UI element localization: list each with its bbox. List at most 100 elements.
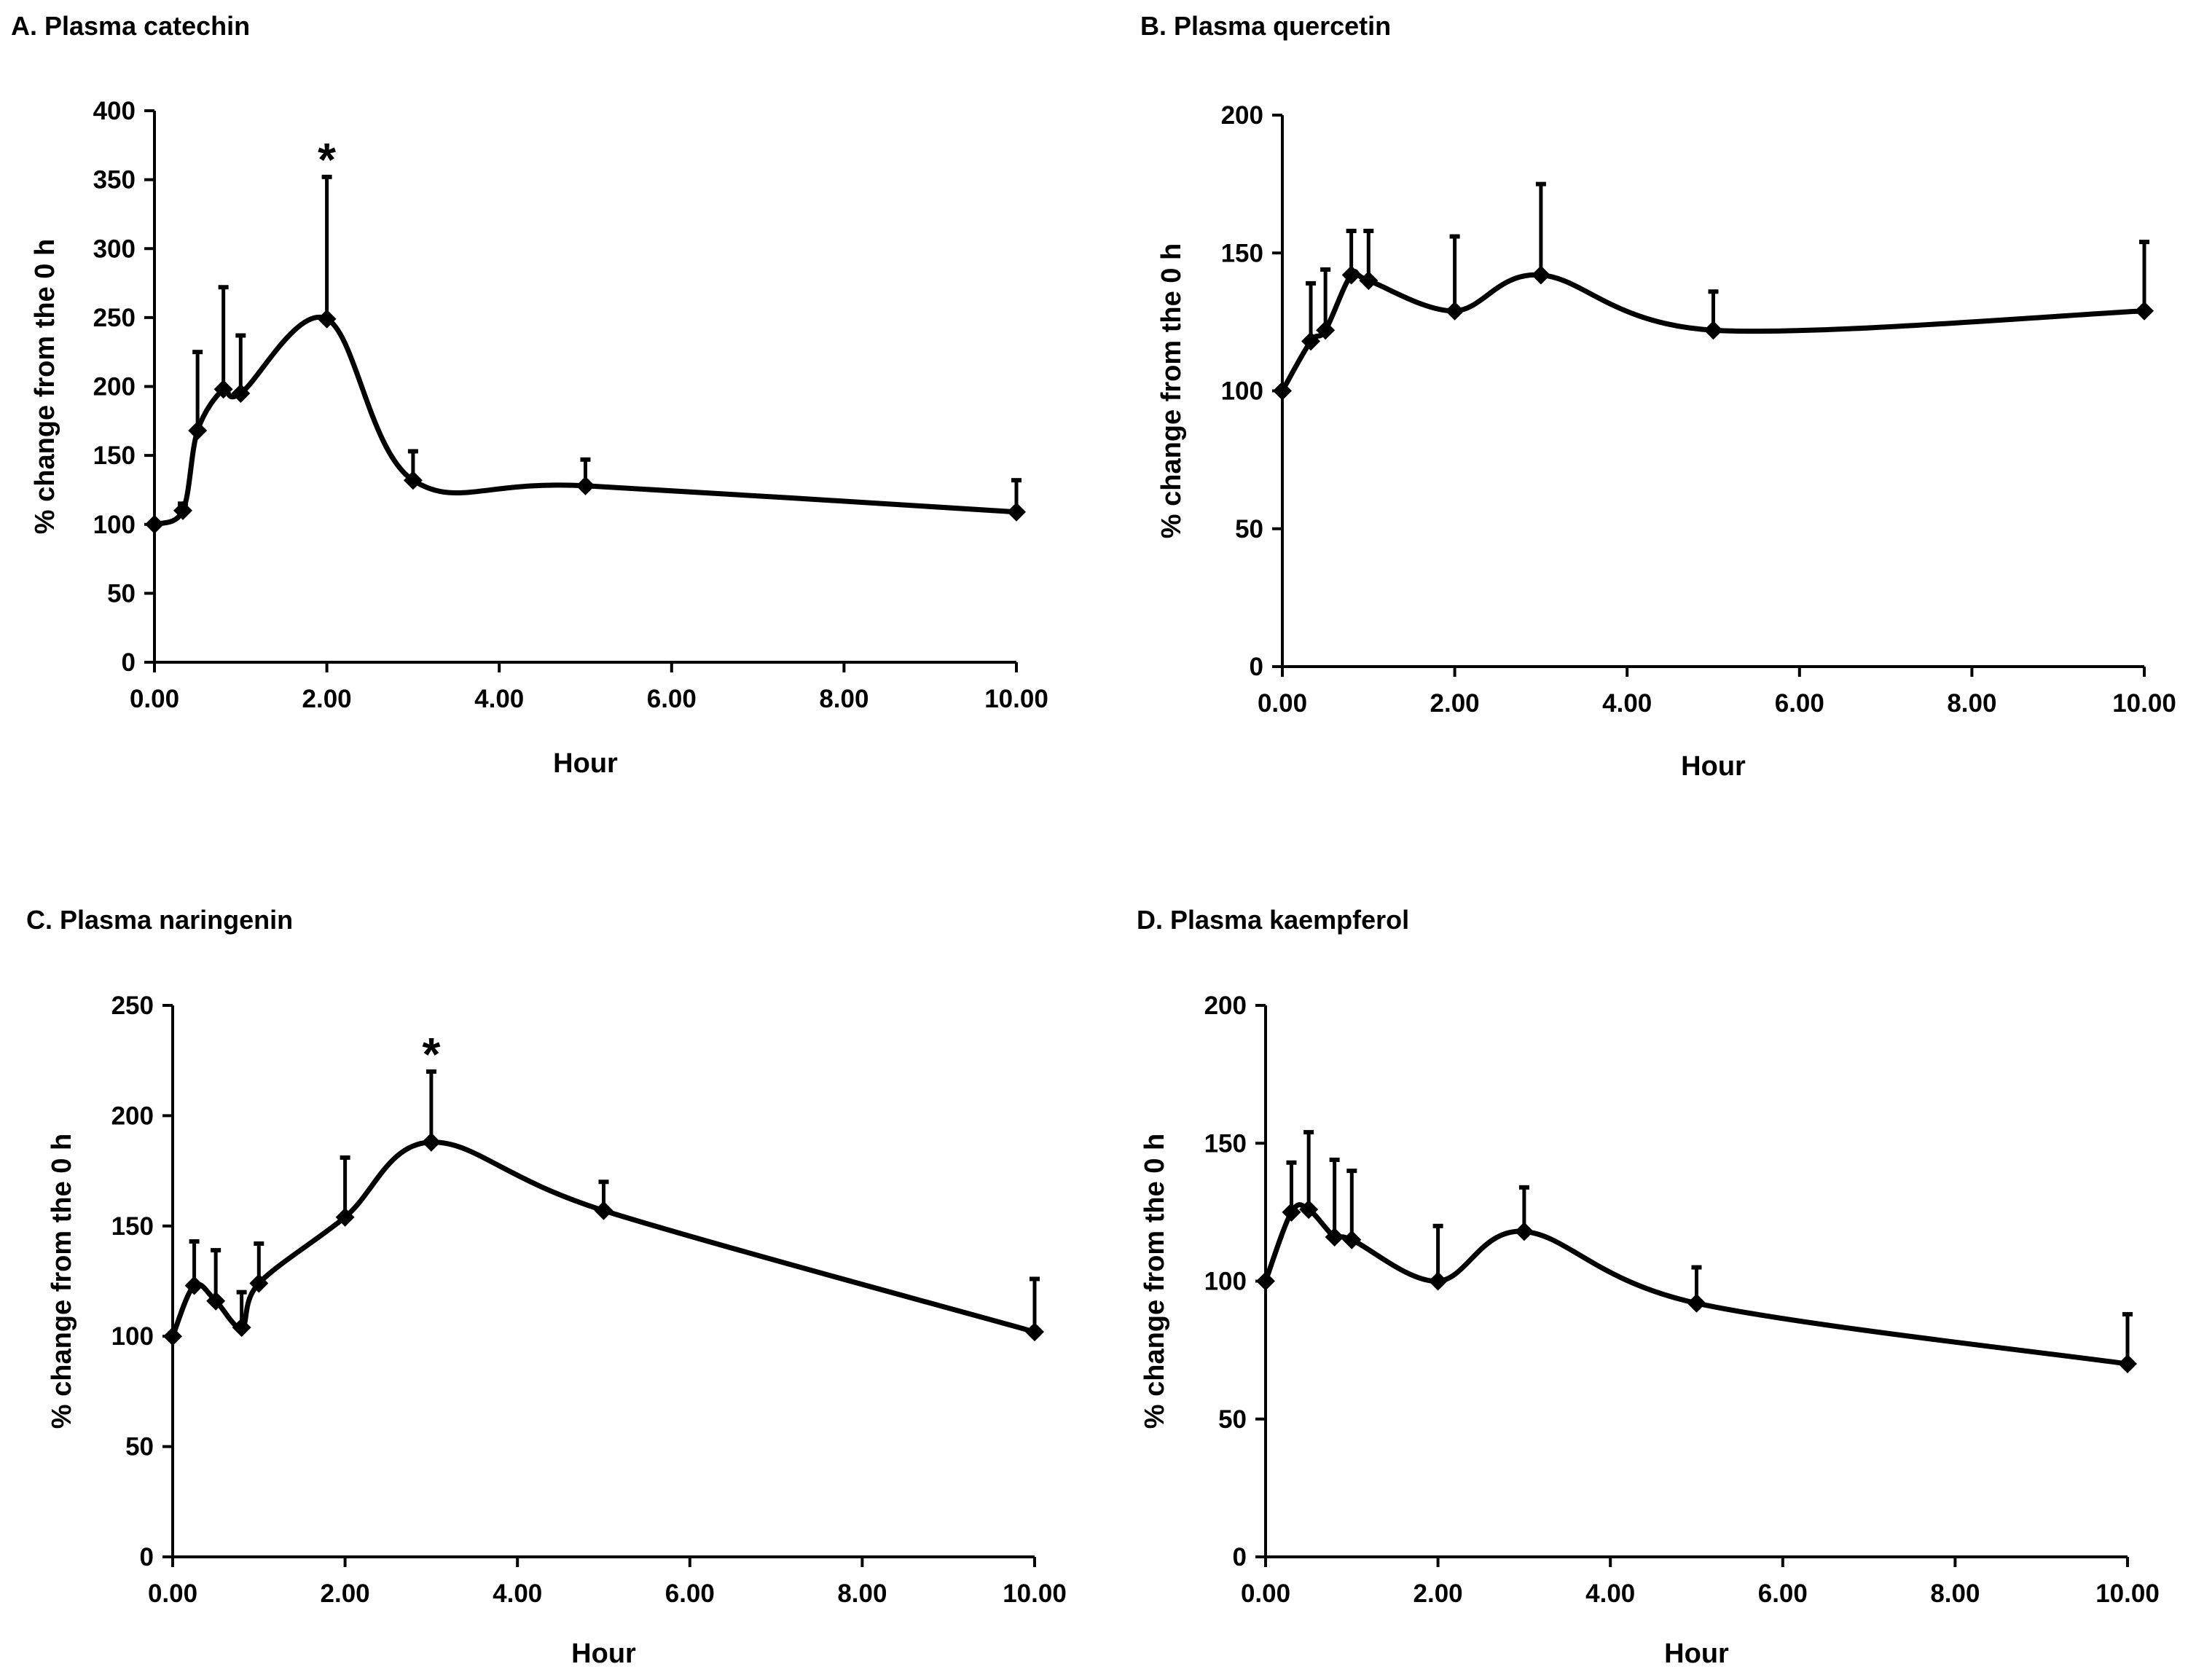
data-point (1007, 502, 1026, 522)
chart-panel-3: C. Plasma naringenin 0 50 100 150 200 250 0.00 2… (26, 905, 1067, 1669)
x-tick-label: 0.00 (130, 685, 179, 713)
x-tick-label: 2.00 (302, 685, 352, 713)
y-axis-title: % change from the 0 h (1140, 1134, 1170, 1429)
y-tick-label: 150 (1221, 239, 1263, 267)
y-axis-title: % change from the 0 h (47, 1134, 77, 1429)
data-point (163, 1327, 182, 1346)
data-point (335, 1207, 355, 1227)
chart-panel-4: D. Plasma kaempferol 0 50 100 150 200 0.00 2.00… (1137, 905, 2160, 1669)
x-tick-label: 10.00 (2112, 689, 2176, 718)
y-tick-label: 250 (111, 992, 154, 1020)
data-point (206, 1291, 226, 1311)
y-tick-label: 200 (93, 373, 136, 401)
data-point (1325, 1227, 1344, 1247)
x-tick-label: 8.00 (1947, 689, 1996, 718)
data-point (1359, 271, 1379, 291)
x-tick-label: 4.00 (1602, 689, 1652, 718)
data-point (1299, 1200, 1319, 1220)
data-point (317, 309, 337, 329)
y-tick-label: 0 (1250, 653, 1263, 681)
significance-marker: * (318, 133, 336, 186)
data-point (188, 421, 208, 441)
x-tick-label: 0.00 (1241, 1579, 1290, 1608)
x-tick-label: 4.00 (493, 1579, 542, 1608)
y-tick-label: 400 (93, 97, 136, 125)
x-tick-label: 6.00 (665, 1579, 715, 1608)
data-point (145, 514, 164, 534)
data-point (1301, 331, 1321, 351)
y-tick-label: 250 (93, 304, 136, 332)
x-tick-label: 10.00 (1003, 1579, 1067, 1608)
y-tick-label: 200 (111, 1102, 154, 1130)
x-tick-label: 2.00 (1430, 689, 1480, 718)
data-point (1687, 1293, 1706, 1313)
data-point (232, 1318, 251, 1338)
y-tick-label: 0 (140, 1543, 154, 1571)
chart-title: B. Plasma quercetin (1140, 11, 1391, 41)
data-point (173, 501, 193, 520)
x-tick-label: 2.00 (1413, 1579, 1463, 1608)
chart-panel-2: B. Plasma quercetin 0 50 100 150 200 0.00 2.00 4… (1140, 11, 2176, 782)
chart-title: D. Plasma kaempferol (1137, 905, 1409, 935)
x-tick-label: 6.00 (1758, 1579, 1808, 1608)
data-point (594, 1201, 613, 1220)
y-tick-label: 50 (1235, 515, 1263, 543)
y-tick-label: 350 (93, 166, 136, 195)
data-point (1273, 381, 1292, 401)
y-tick-label: 150 (93, 441, 136, 470)
data-point (1316, 321, 1336, 340)
data-point (1256, 1271, 1275, 1291)
x-axis-title: Hour (571, 1638, 636, 1669)
x-tick-label: 4.00 (474, 685, 524, 713)
chart-title: A. Plasma catechin (11, 11, 250, 41)
x-tick-label: 8.00 (819, 685, 868, 713)
y-tick-label: 150 (1204, 1129, 1247, 1158)
data-point (2135, 301, 2154, 321)
data-point (1342, 1230, 1362, 1249)
x-tick-label: 8.00 (837, 1579, 887, 1608)
y-tick-label: 100 (93, 511, 136, 539)
data-point (1445, 301, 1464, 321)
y-tick-label: 100 (1204, 1268, 1247, 1296)
data-point (1531, 265, 1550, 285)
data-point (2118, 1354, 2137, 1374)
x-tick-label: 0.00 (148, 1579, 197, 1608)
x-tick-label: 6.00 (647, 685, 697, 713)
y-tick-label: 0 (1233, 1543, 1247, 1571)
data-point (213, 380, 233, 399)
series-line (170, 1139, 1038, 1339)
y-tick-label: 200 (1204, 992, 1247, 1020)
x-tick-label: 8.00 (1930, 1579, 1980, 1608)
x-tick-label: 10.00 (984, 685, 1048, 713)
data-point (421, 1132, 441, 1152)
significance-marker: * (422, 1028, 440, 1080)
y-tick-label: 0 (122, 648, 136, 677)
data-point (231, 383, 251, 403)
data-point (1703, 321, 1723, 340)
y-tick-label: 150 (111, 1212, 154, 1241)
data-point (1341, 265, 1361, 285)
chart-panel-1: A. Plasma catechin 0 50 100 150 200 250 300 350 4… (11, 11, 1048, 779)
y-tick-label: 100 (111, 1322, 154, 1351)
data-point (403, 471, 423, 490)
data-point (1282, 1202, 1301, 1222)
x-tick-label: 4.00 (1585, 1579, 1635, 1608)
x-tick-label: 10.00 (2095, 1579, 2160, 1608)
data-point (249, 1273, 269, 1293)
y-tick-label: 50 (107, 579, 136, 608)
data-point (184, 1276, 204, 1295)
y-tick-label: 50 (125, 1433, 154, 1461)
y-axis-title: % change from the 0 h (30, 239, 60, 534)
data-point (1428, 1271, 1448, 1291)
data-point (1025, 1322, 1044, 1342)
x-axis-title: Hour (553, 748, 618, 779)
y-axis-title: % change from the 0 h (1156, 243, 1187, 538)
x-axis-title: Hour (1681, 751, 1746, 782)
x-tick-label: 2.00 (321, 1579, 370, 1608)
x-tick-label: 6.00 (1775, 689, 1824, 718)
x-tick-label: 0.00 (1258, 689, 1307, 718)
x-axis-title: Hour (1664, 1638, 1729, 1669)
y-tick-label: 200 (1221, 101, 1263, 130)
data-point (1514, 1222, 1534, 1241)
